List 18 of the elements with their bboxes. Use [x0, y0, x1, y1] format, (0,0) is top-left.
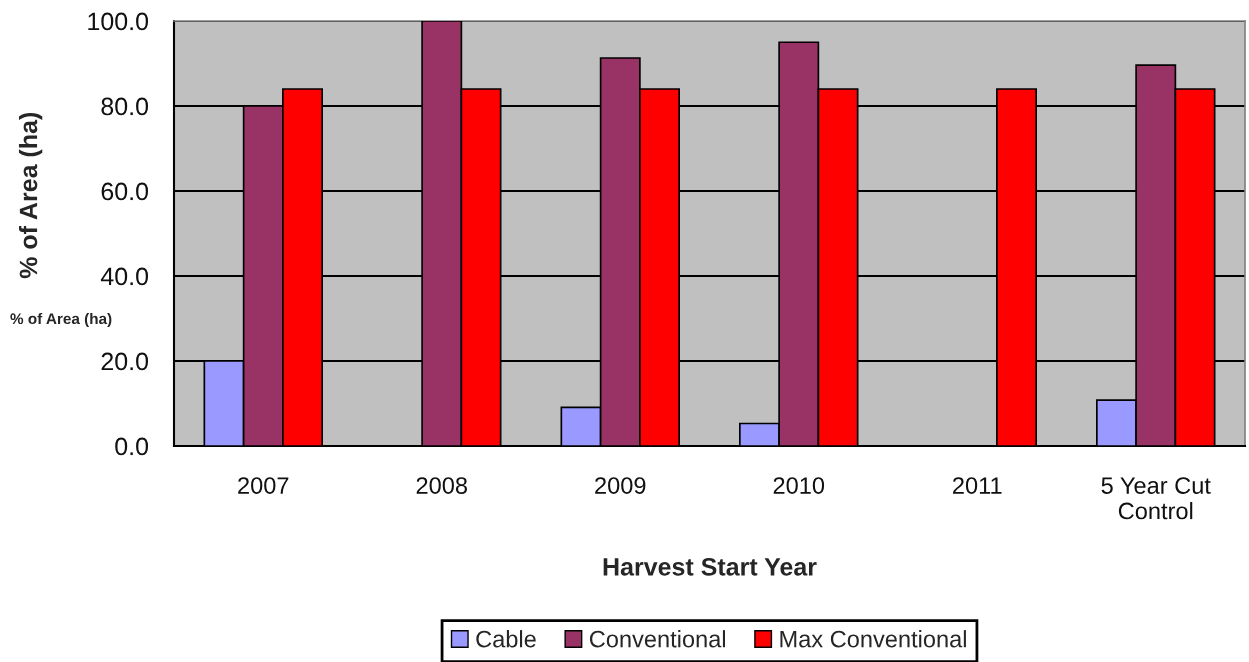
y-tick-label: 0.0: [115, 437, 149, 456]
legend-label: Max Conventional: [780, 630, 966, 648]
text: % of Area (ha): [10, 312, 112, 328]
x-tick-label: 2007: [238, 477, 289, 494]
x-tick-label: 5 Year Cut Control: [1101, 477, 1211, 520]
y-tick-label: 60.0: [101, 182, 149, 201]
x-tick-label: 2009: [595, 477, 646, 494]
x-tick-label: 2008: [416, 477, 467, 494]
legend-label: Conventional: [589, 630, 725, 648]
x-tick-label: 2011: [953, 477, 1002, 494]
legend-label: Cable: [476, 630, 536, 648]
y-axis-title: % of Area (ha): [18, 112, 43, 279]
y-tick-label: 20.0: [101, 352, 149, 371]
y-tick-label: 100.0: [88, 12, 149, 31]
y-tick-label: 40.0: [100, 267, 149, 286]
y-tick-label: 80.0: [101, 97, 149, 116]
x-tick-label: 2010: [773, 477, 825, 494]
x-axis-title: Harvest Start Year: [603, 557, 817, 576]
